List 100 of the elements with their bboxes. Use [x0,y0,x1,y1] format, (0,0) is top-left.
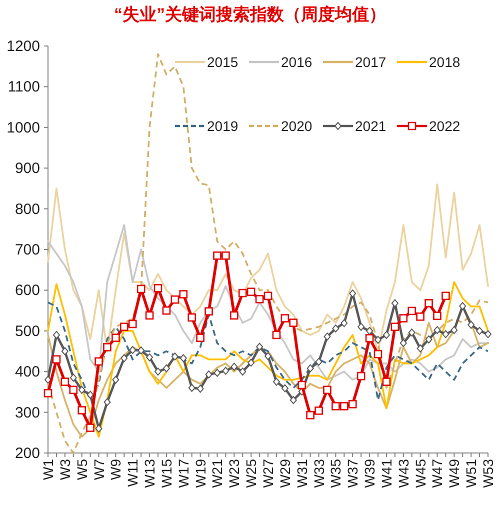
point [239,368,246,376]
point [374,350,382,358]
point [145,311,154,320]
point [476,326,484,335]
line-series [47,224,489,381]
point [162,306,171,315]
point [204,307,213,316]
x-tick-label: W5 [74,458,90,480]
point [400,339,407,348]
x-tick-label: W45 [412,458,428,488]
x-tick-label: W27 [260,458,276,488]
point [61,347,68,356]
point [306,411,314,420]
point [390,322,400,331]
point [44,389,52,398]
point [315,358,322,366]
point [280,314,290,322]
point [348,400,357,408]
point [332,324,340,332]
legend-label: 2021 [355,118,386,134]
point [450,326,458,334]
point [365,334,374,342]
point [154,284,162,292]
point [213,251,222,260]
point [138,346,145,354]
x-tick-label: W23 [226,458,242,488]
point [230,362,238,371]
legend-label: 2015 [207,54,238,70]
point [214,368,221,377]
x-tick-label: W51 [463,458,480,488]
line-series [47,302,489,401]
x-tick-label: W35 [328,458,344,488]
legend-label: 2017 [355,54,386,70]
x-tick-label: W13 [142,458,158,488]
point [399,314,408,322]
y-tick-label: 900 [14,160,40,178]
point [154,368,162,376]
x-tick-label: W19 [192,458,208,488]
point [78,386,86,394]
y-tick-label: 400 [14,364,40,381]
point [112,334,120,342]
point [256,342,264,351]
point [196,384,204,393]
x-tick-label: W33 [310,458,327,488]
point [238,288,247,298]
legend-label: 2019 [207,118,238,134]
point [69,386,78,394]
y-tick-label: 300 [14,404,40,422]
y-tick-label: 1100 [8,78,40,96]
x-tick-label: W11 [124,458,141,487]
x-tick-label: W37 [344,458,361,488]
point [358,322,365,331]
point [248,358,255,367]
point [442,330,450,338]
point [70,374,77,382]
x-tick-label: W3 [56,458,73,480]
point [188,384,196,392]
chart-title: “失业”关键词搜索指数（周度均值） [114,5,386,24]
point [332,402,340,410]
legend-label: 2018 [429,54,460,70]
x-tick-label: W43 [395,458,412,488]
x-tick-label: W29 [276,458,293,488]
point [416,344,424,352]
x-tick-label: W41 [378,458,394,488]
point [324,332,331,341]
point [52,355,61,364]
point [306,364,314,372]
x-tick-label: W15 [158,458,174,488]
point [103,343,112,352]
point [104,398,111,406]
legend-label: 2016 [281,54,312,70]
point [442,292,450,300]
point [86,424,94,432]
point [290,396,297,404]
x-tick-label: W53 [480,458,496,488]
point [340,402,348,410]
point [78,406,86,414]
point [314,406,323,415]
point [484,330,492,338]
point [264,352,272,360]
point [188,313,196,322]
point [120,322,128,331]
x-tick-label: W25 [243,458,260,488]
point [136,284,146,294]
point [298,380,306,390]
point [222,366,230,375]
point [366,326,374,335]
point [95,424,102,433]
point [468,320,475,329]
point [289,318,298,327]
x-tick-label: W39 [362,458,378,488]
point [272,330,281,340]
point [374,336,382,344]
point [120,354,128,362]
y-tick-label: 800 [14,200,40,218]
y-tick-label: 200 [14,445,40,462]
point [205,370,212,378]
point [382,330,390,339]
y-tick-label: 700 [14,242,40,258]
point [416,312,424,321]
